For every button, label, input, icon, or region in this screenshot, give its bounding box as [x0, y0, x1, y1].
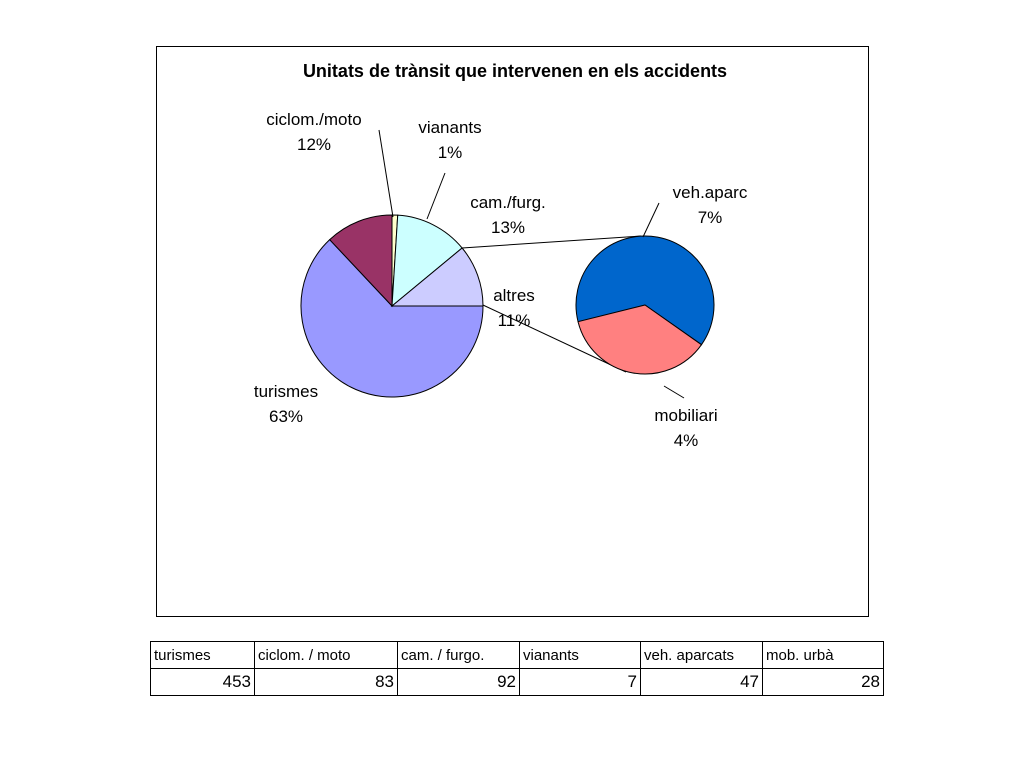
table-value-cell: 47 [640, 668, 763, 696]
slice-label-vianants: vianants [418, 118, 481, 137]
slice-label-ciclom-moto: ciclom./moto [266, 110, 361, 129]
table-values-row: 453 83 92 7 47 28 [150, 668, 884, 696]
table-header-row: turismes ciclom. / moto cam. / furgo. vi… [150, 641, 884, 669]
pie-connectors [462, 235, 642, 373]
label-leader-lines [378, 129, 685, 399]
slice-labels: turismes 63% ciclom./moto 12% vianants 1% cam.… [254, 110, 748, 450]
pie-slice-ciclom-moto [328, 214, 393, 308]
table-value-cell: 7 [519, 668, 641, 696]
pie-slice-mobiliari [577, 304, 703, 375]
slice-percent-altres: 11% [498, 311, 531, 330]
pie-chart-svg: Unitats de trànsit que intervenen en els… [254, 61, 748, 450]
table-header-cell: cam. / furgo. [397, 641, 520, 669]
slice-label-mobiliari: mobiliari [654, 406, 717, 425]
connector-line-top [462, 235, 642, 249]
main-pie [300, 214, 484, 398]
leader-line-mobiliari [663, 385, 685, 399]
table-header-cell: turismes [150, 641, 255, 669]
table-value-cell: 92 [397, 668, 520, 696]
leader-line-vianants [426, 172, 446, 220]
table-header-cell: ciclom. / moto [254, 641, 398, 669]
slice-label-altres: altres [493, 286, 535, 305]
slice-label-cam-furg: cam./furg. [470, 193, 546, 212]
pie-slice-turismes [300, 238, 484, 398]
slice-label-veh-aparc: veh.aparc [673, 183, 748, 202]
slice-percent-cam-furg: 13% [491, 218, 525, 237]
table-value-cell: 83 [254, 668, 398, 696]
leader-line-ciclom-moto [378, 129, 394, 218]
slice-percent-turismes: 63% [269, 407, 303, 426]
pie-slice-cam-furg [391, 214, 463, 308]
chart-title: Unitats de trànsit que intervenen en els… [303, 61, 727, 81]
table-value-cell: 453 [150, 668, 255, 696]
pie-slice-veh-aparc [575, 235, 715, 346]
slice-percent-veh-aparc: 7% [698, 208, 723, 227]
slice-percent-vianants: 1% [438, 143, 463, 162]
data-table: turismes ciclom. / moto cam. / furgo. vi… [150, 641, 884, 696]
secondary-pie [575, 235, 715, 375]
leader-line-veh-aparc [642, 202, 660, 238]
connector-line-bottom [467, 297, 627, 373]
pie-slice-altres [390, 247, 484, 307]
table-header-cell: mob. urbà [762, 641, 884, 669]
slice-percent-mobiliari: 4% [674, 431, 699, 450]
table-header-cell: veh. aparcats [640, 641, 763, 669]
table-value-cell: 28 [762, 668, 884, 696]
slice-percent-ciclom-moto: 12% [297, 135, 331, 154]
chart-area: Unitats de trànsit que intervenen en els… [156, 46, 869, 617]
slice-label-turismes: turismes [254, 382, 318, 401]
table-header-cell: vianants [519, 641, 641, 669]
